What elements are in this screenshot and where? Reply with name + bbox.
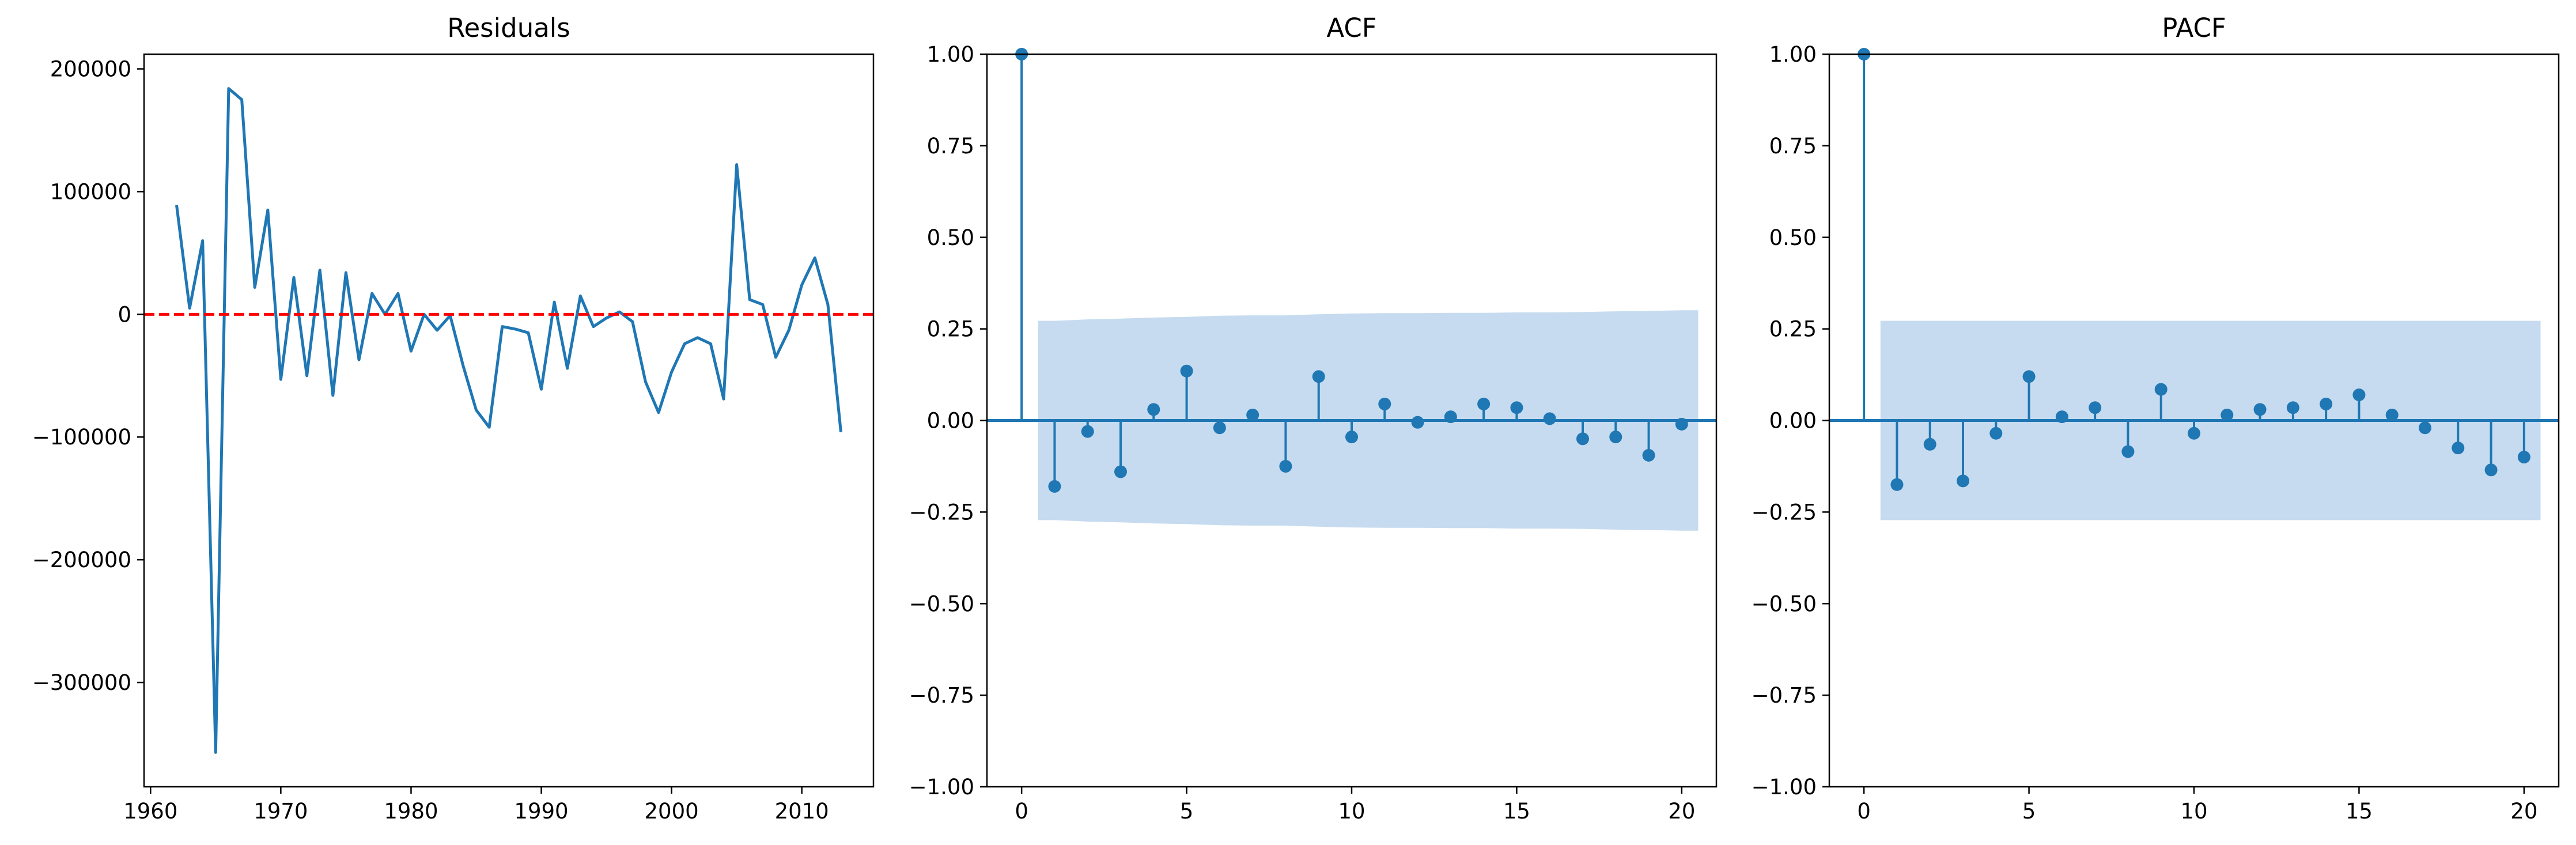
stem-marker — [2188, 427, 2200, 440]
y-tick-label: −300000 — [32, 670, 131, 695]
x-tick-label: 5 — [1180, 799, 1194, 824]
y-tick-label: −0.25 — [909, 500, 974, 525]
x-tick-label: 15 — [1503, 799, 1530, 824]
stem-marker — [2320, 397, 2333, 410]
stem-marker — [1477, 397, 1491, 410]
stem-marker — [1510, 401, 1523, 414]
y-tick-label: −100000 — [32, 425, 131, 450]
stem-marker — [1923, 437, 1936, 451]
stem-marker — [1642, 448, 1655, 462]
stem-marker — [2055, 410, 2068, 424]
y-tick-label: 0.50 — [1769, 225, 1817, 250]
stem-marker — [2286, 401, 2299, 414]
x-tick-label: 1960 — [123, 799, 177, 824]
y-tick-label: −0.75 — [1752, 683, 1817, 708]
stem-marker — [1444, 410, 1457, 424]
y-tick-label: 0.00 — [927, 409, 974, 433]
stem-marker — [2452, 442, 2465, 455]
x-tick-label: 0 — [1857, 799, 1871, 824]
acf-panel: ACF −1.00 −0.75 −0.50 −0.25 0.00 0.25 0.50 0.75… — [909, 13, 1718, 824]
y-tick-label: −1.00 — [1752, 775, 1817, 799]
x-tick-label: 1990 — [514, 799, 568, 824]
stem-marker — [2121, 445, 2135, 458]
x-tick-label: 20 — [2510, 799, 2537, 824]
stem-marker — [2221, 408, 2234, 421]
stem-marker — [1411, 416, 1424, 429]
stem-marker — [2154, 383, 2168, 396]
y-tick-label: −200000 — [32, 548, 131, 572]
y-tick-label: 100000 — [50, 179, 131, 204]
stem-marker — [2089, 401, 2102, 414]
stem-marker — [1890, 478, 1904, 491]
x-tick-label: 5 — [2022, 799, 2036, 824]
x-tick-label: 1970 — [254, 799, 308, 824]
stem-marker — [1345, 431, 1358, 444]
stem-marker — [1180, 364, 1193, 378]
y-tick-label: 0.00 — [1769, 409, 1817, 433]
y-tick-label: 0.50 — [927, 225, 974, 250]
y-tick-label: −1.00 — [909, 775, 974, 799]
residuals-panel: Residuals −300000 −200000 −100000 0 100000 20… — [32, 13, 875, 824]
residuals-title: Residuals — [447, 13, 570, 43]
stem-marker — [1989, 427, 2003, 440]
y-tick-label: −0.50 — [909, 591, 974, 616]
stem-marker — [1576, 432, 1589, 446]
y-tick-label: −0.25 — [1752, 500, 1817, 525]
stem-marker — [2418, 421, 2431, 435]
x-tick-label: 1980 — [384, 799, 438, 824]
y-tick-label: 0.25 — [1769, 317, 1817, 342]
y-tick-label: 0.75 — [927, 134, 974, 159]
y-tick-label: 0.25 — [927, 317, 974, 342]
y-tick-label: 1.00 — [1769, 42, 1817, 67]
x-tick-label: 20 — [1668, 799, 1695, 824]
stem-marker — [1213, 421, 1226, 435]
stem-marker — [1957, 474, 1970, 488]
stem-marker — [2253, 403, 2267, 416]
stem-marker — [1147, 403, 1160, 416]
axes-frame — [143, 53, 875, 788]
x-tick-label: 10 — [2180, 799, 2207, 824]
y-tick-label: 200000 — [50, 57, 131, 82]
stem-marker — [1246, 408, 1259, 421]
stem-marker — [1114, 465, 1128, 478]
y-tick-label: −0.50 — [1752, 591, 1817, 616]
stem-marker — [2517, 451, 2530, 464]
stem-marker — [1675, 417, 1688, 431]
stem-marker — [1609, 431, 1622, 444]
stem-marker — [1312, 370, 1325, 383]
stem-marker — [2385, 408, 2399, 421]
pacf-panel: PACF −1.00 −0.75 −0.50 −0.25 0.00 0.25 0.50 0.7… — [1752, 13, 2560, 824]
acf-title: ACF — [1326, 13, 1376, 43]
x-tick-label: 10 — [1338, 799, 1365, 824]
x-tick-label: 0 — [1015, 799, 1028, 824]
stem-marker — [1378, 397, 1391, 410]
y-tick-label: 0.75 — [1769, 134, 1817, 159]
pacf-title: PACF — [2162, 13, 2226, 43]
y-tick-label: −0.75 — [909, 683, 974, 708]
stem-marker — [1081, 425, 1094, 438]
x-tick-label: 15 — [2346, 799, 2373, 824]
y-tick-label: 0 — [118, 302, 131, 327]
stem-marker — [2352, 388, 2366, 402]
x-tick-label: 2000 — [645, 799, 699, 824]
y-tick-label: 1.00 — [927, 42, 974, 67]
stem-marker — [2484, 463, 2498, 477]
residuals-series-line — [175, 87, 842, 754]
stem-marker — [1048, 480, 1061, 493]
stem-marker — [1543, 412, 1556, 425]
stem-marker — [1279, 459, 1292, 473]
x-tick-label: 2010 — [775, 799, 829, 824]
stem-marker — [2022, 370, 2036, 383]
